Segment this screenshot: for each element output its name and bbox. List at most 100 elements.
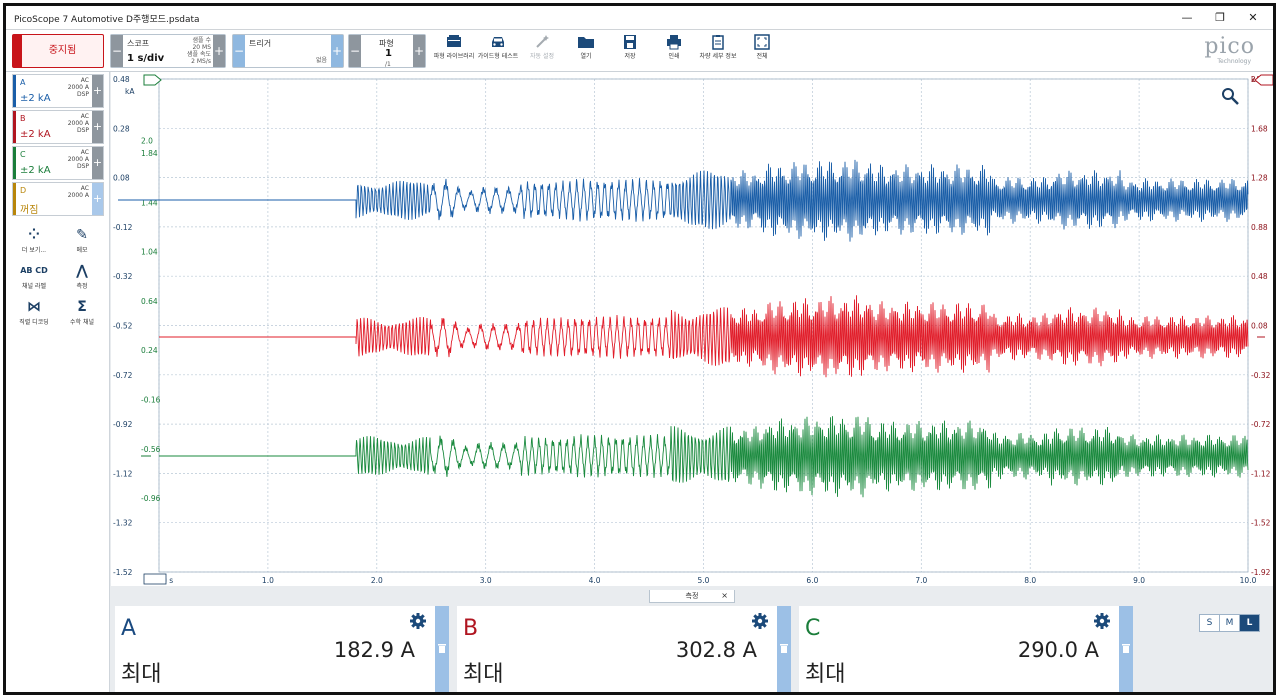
tool-label: 측정	[76, 283, 88, 290]
channel-d-plus-button[interactable]: +	[92, 183, 103, 215]
channel-name: A	[20, 78, 26, 87]
right-axis-tick-label: -1.52	[1251, 519, 1271, 528]
gear-icon[interactable]	[1093, 612, 1111, 630]
minimize-button[interactable]: —	[1181, 11, 1193, 24]
x-tick-label: 1.0	[262, 576, 274, 585]
measurement-side-bar[interactable]	[1119, 606, 1133, 692]
auto-setup-button[interactable]: 자동 설정	[520, 34, 564, 70]
measurement-card-a[interactable]: A 182.9 A 최대	[115, 606, 449, 692]
left-axis-marker	[143, 74, 162, 86]
channel-c-plus-button[interactable]: +	[92, 147, 103, 179]
folder-icon	[578, 37, 594, 48]
left-axis-b-tick-label: -0.56	[141, 445, 161, 454]
measurement-tab[interactable]: 측정 ×	[649, 590, 735, 603]
left-axis-a-tick-label: 0.48	[113, 75, 130, 84]
measurement-channel: A	[121, 616, 137, 641]
window-title: PicoScope 7 Automotive D주행모드.psdata	[14, 15, 200, 25]
measurement-side-bar[interactable]	[777, 606, 791, 692]
channel-c-button[interactable]: C ±2 kA AC 2000 A DSP +	[12, 146, 104, 180]
gear-icon[interactable]	[751, 612, 769, 630]
waveform-prev-button[interactable]: −	[349, 35, 361, 67]
waveform-count: /1	[385, 61, 391, 68]
measure-tool-button[interactable]: ⋀ 측정	[60, 262, 104, 300]
channel-b-button[interactable]: B ±2 kA AC 2000 A DSP +	[12, 110, 104, 144]
library-button[interactable]: 파형 라이브러리	[432, 34, 476, 70]
channel-range: ±2 kA	[20, 93, 51, 104]
guided-test-button[interactable]: 가이드형 테스트	[476, 34, 520, 70]
measurement-tab-close[interactable]: ×	[721, 591, 728, 600]
left-axis-b-tick-label: -0.96	[141, 494, 161, 503]
measurement-side-bar[interactable]	[435, 606, 449, 692]
right-axis-tick-label: 0.08	[1251, 322, 1268, 331]
more-tool-button[interactable]: ⁘ 더 보기...	[12, 226, 56, 264]
channel-b-plus-button[interactable]: +	[92, 111, 103, 143]
channel-a-button[interactable]: A ±2 kA AC 2000 A DSP +	[12, 74, 104, 108]
channel-color-bar	[13, 183, 16, 215]
stop-button[interactable]: 중지됨	[12, 34, 104, 68]
gear-icon[interactable]	[409, 612, 427, 630]
waveform-index[interactable]: 1	[385, 48, 392, 59]
trigger-plus-button[interactable]: +	[331, 35, 343, 67]
timebase-minus-button[interactable]: −	[111, 35, 123, 67]
channel-a-plus-button[interactable]: +	[92, 75, 103, 107]
x-tick-label: 8.0	[1024, 576, 1036, 585]
left-axis-a-tick-label: -1.32	[113, 519, 133, 528]
measurement-value: 290.0 A	[1017, 638, 1099, 662]
right-axis-tick-label: 0.48	[1251, 272, 1268, 281]
trash-icon[interactable]	[436, 642, 448, 654]
restore-button[interactable]: ❐	[1215, 11, 1225, 24]
right-axis-tick-label: -1.92	[1251, 568, 1271, 577]
plot-border	[158, 78, 1249, 573]
size-s-button[interactable]: S	[1199, 614, 1220, 632]
zoom-icon-handle[interactable]	[1231, 97, 1239, 105]
math-icon: Σ	[77, 299, 87, 315]
pico-logo: pico Technology	[1204, 34, 1255, 66]
right-axis-tick-label: 0.88	[1251, 223, 1268, 232]
decode-icon: ⋈	[27, 299, 41, 315]
channel-details: AC 2000 A	[67, 185, 89, 199]
measurement-card-b[interactable]: B 302.8 A 최대	[457, 606, 791, 692]
timebase-control: − 스코프 1 s/div 샘플 수 20 MS 샘플 속도 2 MS/s +	[110, 34, 226, 68]
fullscreen-button[interactable]: 전체	[740, 34, 784, 70]
waveform-next-button[interactable]: +	[413, 35, 425, 67]
clipboard-icon	[712, 35, 724, 50]
trash-icon[interactable]	[1120, 642, 1132, 654]
tool-label: 직렬 디코딩	[19, 319, 49, 326]
labels-tool-button[interactable]: AB CD 채널 라벨	[12, 262, 56, 300]
toolbar: 중지됨 − 스코프 1 s/div 샘플 수 20 MS 샘플 속도 2 MS/…	[6, 30, 1273, 72]
channel-d-button[interactable]: D 꺼짐 AC 2000 A +	[12, 182, 104, 216]
note-tool-button[interactable]: ✎ 메모	[60, 226, 104, 264]
tool-label: 더 보기...	[21, 247, 47, 254]
x-tick-label: 7.0	[915, 576, 927, 585]
right-axis-tick-label: 1.68	[1251, 124, 1268, 133]
print-button[interactable]: 인쇄	[652, 34, 696, 70]
wand-icon	[536, 35, 549, 48]
size-m-button[interactable]: M	[1219, 614, 1240, 632]
left-axis-a-tick-label: -0.32	[113, 272, 133, 281]
channel-range: ±2 kA	[20, 129, 51, 140]
size-l-button[interactable]: L	[1239, 614, 1260, 632]
timebase-plus-button[interactable]: +	[213, 35, 225, 67]
channel-details: AC 2000 A DSP	[67, 77, 89, 98]
vehicle-details-button[interactable]: 차량 세부 정보	[696, 34, 740, 70]
x-tick-label: 4.0	[589, 576, 601, 585]
save-button[interactable]: 저장	[608, 34, 652, 70]
left-axis-b-tick-label: 0.24	[141, 346, 158, 355]
trigger-minus-button[interactable]: −	[233, 35, 245, 67]
math-tool-button[interactable]: Σ 수학 채널	[60, 298, 104, 336]
measurement-card-c[interactable]: C 290.0 A 최대	[799, 606, 1133, 692]
x-tick-label: 3.0	[480, 576, 492, 585]
left-axis-unit: kA	[125, 87, 135, 96]
timebase-value[interactable]: 1 s/div	[127, 53, 165, 64]
scope-view[interactable]: 0.0 s1.02.03.04.05.06.07.08.09.010.00.48…	[111, 72, 1273, 586]
decode-tool-button[interactable]: ⋈ 직렬 디코딩	[12, 298, 56, 336]
fullscreen-icon	[754, 34, 770, 50]
close-button[interactable]: ✕	[1248, 11, 1258, 24]
trigger-mode-value[interactable]: 없음	[315, 57, 327, 64]
zoom-icon[interactable]	[1222, 88, 1234, 100]
measurement-type: 최대	[463, 662, 504, 687]
x-tick-label: 6.0	[806, 576, 818, 585]
open-button[interactable]: 열기	[564, 34, 608, 70]
trash-icon[interactable]	[778, 642, 790, 654]
